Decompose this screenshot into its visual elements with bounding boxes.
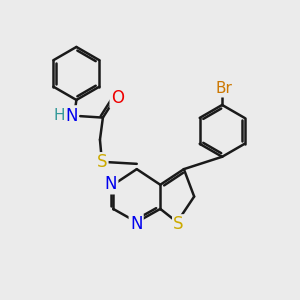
Text: Br: Br (215, 81, 232, 96)
Text: O: O (111, 89, 124, 107)
Text: N: N (65, 106, 78, 124)
Text: S: S (97, 153, 107, 171)
Text: S: S (173, 215, 184, 233)
Text: H: H (54, 108, 65, 123)
Text: N: N (130, 214, 142, 232)
Text: N: N (105, 175, 117, 193)
